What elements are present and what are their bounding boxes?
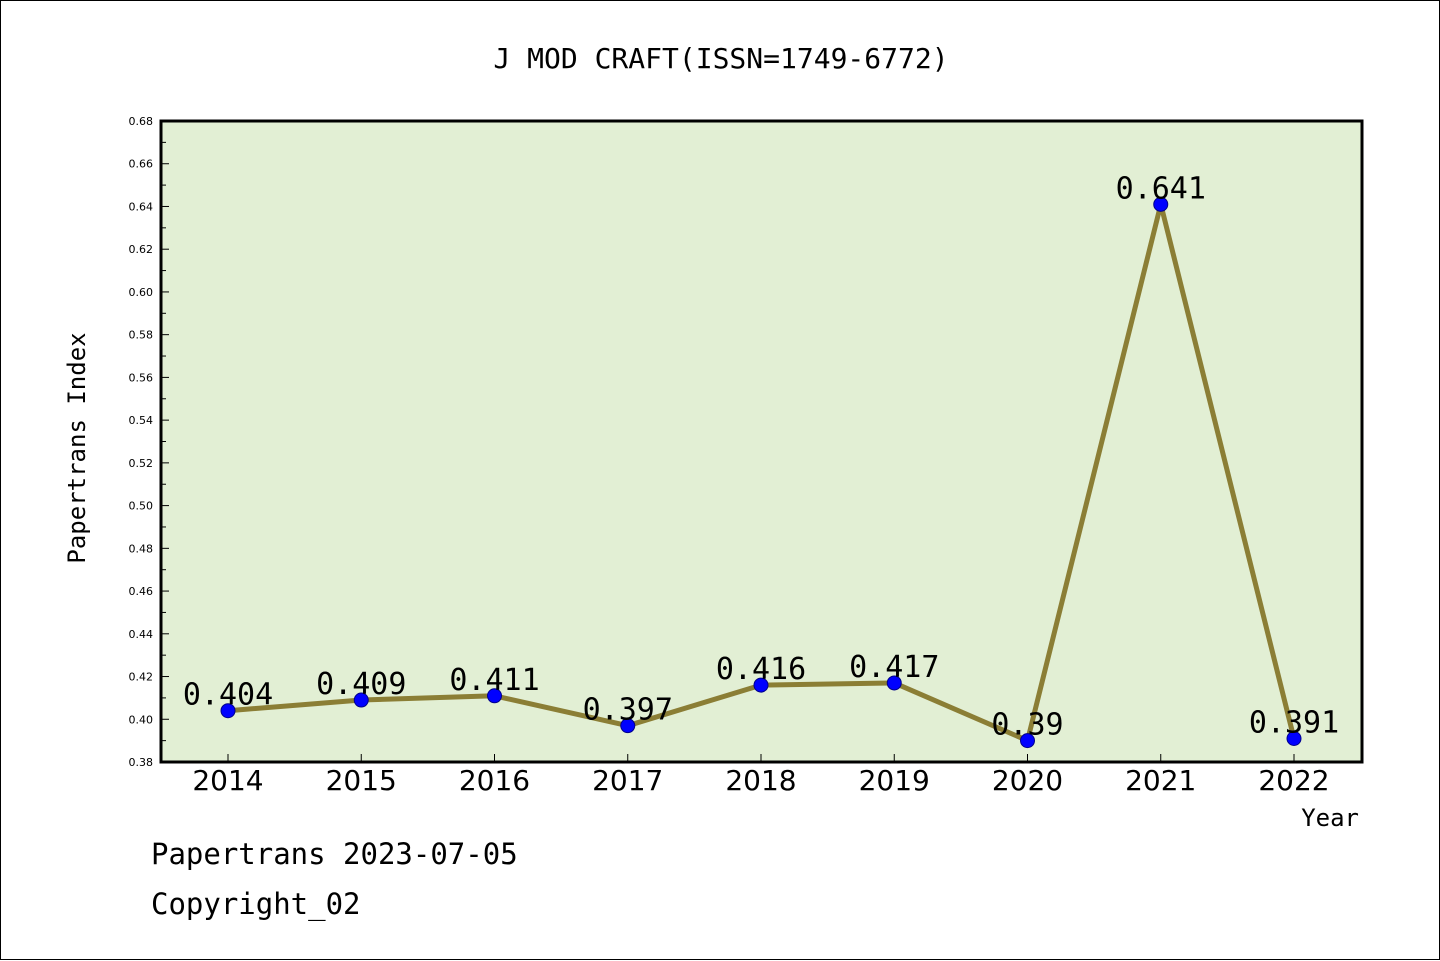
data-point — [220, 703, 236, 719]
x-tick-label: 2018 — [725, 764, 796, 797]
x-axis: 2014 2015 2016 2017 2018 2019 2020 2021 2022 — [192, 754, 1330, 797]
footer-date: Papertrans 2023-07-05 — [151, 837, 518, 871]
x-tick-label: 2016 — [459, 764, 530, 797]
data-label: 0.39 — [991, 708, 1063, 743]
y-tick-label: 0.38 — [129, 756, 154, 769]
data-point — [1020, 733, 1035, 749]
y-tick-label: 0.66 — [129, 158, 154, 171]
y-tick-label: 0.48 — [129, 542, 154, 555]
data-label: 0.411 — [449, 663, 539, 698]
data-label: 0.417 — [849, 650, 939, 685]
y-tick-label: 0.46 — [129, 585, 154, 598]
y-tick-label: 0.60 — [129, 286, 154, 299]
y-tick-label: 0.54 — [129, 414, 154, 427]
y-tick-label: 0.64 — [129, 200, 154, 213]
data-labels: 0.404 0.409 0.411 0.397 0.416 0.417 0.39 0.641 0… — [183, 171, 1339, 742]
y-tick-label: 0.56 — [129, 371, 154, 384]
y-tick-label: 0.42 — [129, 671, 154, 684]
y-tick-label: 0.58 — [129, 329, 154, 342]
data-point — [753, 677, 769, 693]
y-tick-label: 0.44 — [129, 628, 154, 641]
x-tick-label: 2020 — [992, 764, 1063, 797]
x-tick-label: 2019 — [859, 764, 930, 797]
data-point — [1286, 730, 1302, 746]
data-label: 0.641 — [1116, 171, 1206, 206]
data-point — [1153, 196, 1169, 212]
y-tick-label: 0.40 — [129, 713, 154, 726]
data-point — [487, 688, 502, 704]
data-label: 0.391 — [1249, 705, 1339, 740]
data-label: 0.416 — [716, 652, 806, 687]
footer-copyright: Copyright_02 — [151, 887, 361, 921]
x-tick-label: 2014 — [192, 764, 263, 797]
y-axis-label: Papertrans Index — [63, 332, 91, 563]
y-tick-label: 0.50 — [129, 500, 154, 513]
y-axis: 0.38 0.40 0.42 0.44 0.46 0.48 0.50 0.52 0.54 0.56… — [129, 115, 169, 769]
x-tick-label: 2015 — [326, 764, 397, 797]
data-point — [353, 692, 369, 708]
x-tick-label: 2021 — [1125, 764, 1196, 797]
x-tick-label: 2017 — [592, 764, 663, 797]
y-tick-label: 0.52 — [129, 457, 154, 470]
data-label: 0.409 — [316, 667, 406, 702]
y-tick-label: 0.62 — [129, 243, 154, 256]
series-markers — [220, 196, 1302, 749]
plot-area — [159, 119, 1364, 764]
y-tick-label: 0.68 — [129, 115, 154, 128]
data-label: 0.397 — [583, 693, 673, 728]
data-label: 0.404 — [183, 678, 273, 713]
x-axis-label: Year — [1301, 804, 1359, 832]
data-point — [620, 718, 636, 734]
data-point — [886, 675, 902, 691]
x-tick-label: 2022 — [1258, 764, 1329, 797]
chart-title: J MOD CRAFT(ISSN=1749-6772) — [493, 42, 948, 75]
